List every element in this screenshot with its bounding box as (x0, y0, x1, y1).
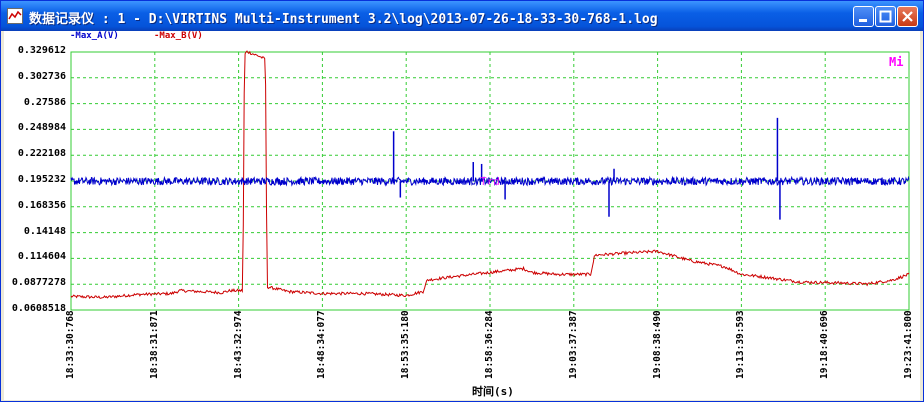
x-tick-label: 18:53:35:180 (400, 310, 412, 379)
chart-app-icon (7, 8, 23, 24)
x-tick-label: 18:58:36:284 (484, 310, 495, 379)
y-tick-label: 0.248984 (17, 122, 66, 134)
x-tick-label: 18:48:34:077 (316, 310, 328, 379)
legend-item-max-a[interactable]: -Max_A(V) (70, 31, 119, 41)
chart-area: -Max_A(V) -Max_B(V) Mi Trd 0.329612 0.302… (4, 31, 920, 400)
plot-svg[interactable] (4, 31, 920, 400)
window-title: 数据记录仪 : 1 - D:\VIRTINS Multi-Instrument … (29, 12, 658, 27)
y-tick-label: 0.195232 (17, 174, 66, 185)
y-tick-label: 0.0608518 (11, 303, 66, 314)
y-tick-label: 0.222108 (17, 148, 66, 160)
y-tick-label: 0.14148 (23, 225, 66, 237)
x-tick-label: 19:13:39:593 (735, 310, 747, 379)
y-tick-label: 0.114604 (17, 251, 66, 263)
x-tick-label: 18:38:31:871 (148, 310, 160, 379)
legend-item-max-b[interactable]: -Max_B(V) (154, 31, 203, 41)
minimize-button[interactable] (853, 6, 874, 27)
x-tick-label: 19:03:37:387 (567, 310, 579, 379)
x-tick-label: 18:43:32:974 (232, 310, 244, 379)
series-line-max-b (70, 50, 910, 299)
x-tick-label: 19:18:40:696 (819, 310, 831, 379)
x-tick-label: 19:23:41:800 (903, 310, 914, 379)
trend-marker-label: Trd (480, 175, 500, 188)
instrument-badge: Mi (889, 55, 904, 69)
y-tick-label: 0.27586 (23, 96, 66, 108)
y-tick-label: 0.168356 (17, 199, 66, 211)
x-axis-title: 时间(s) (472, 385, 514, 398)
series-line-max-a (70, 175, 910, 187)
close-button[interactable] (897, 6, 918, 27)
y-tick-label: 0.302736 (17, 70, 66, 82)
maximize-button[interactable] (875, 6, 896, 27)
y-tick-label: 0.329612 (17, 45, 66, 56)
x-tick-label: 19:08:38:490 (651, 310, 663, 379)
x-tick-label: 18:33:30:768 (65, 310, 76, 379)
y-tick-label: 0.0877278 (11, 277, 66, 289)
title-bar[interactable]: 数据记录仪 : 1 - D:\VIRTINS Multi-Instrument … (1, 1, 923, 31)
